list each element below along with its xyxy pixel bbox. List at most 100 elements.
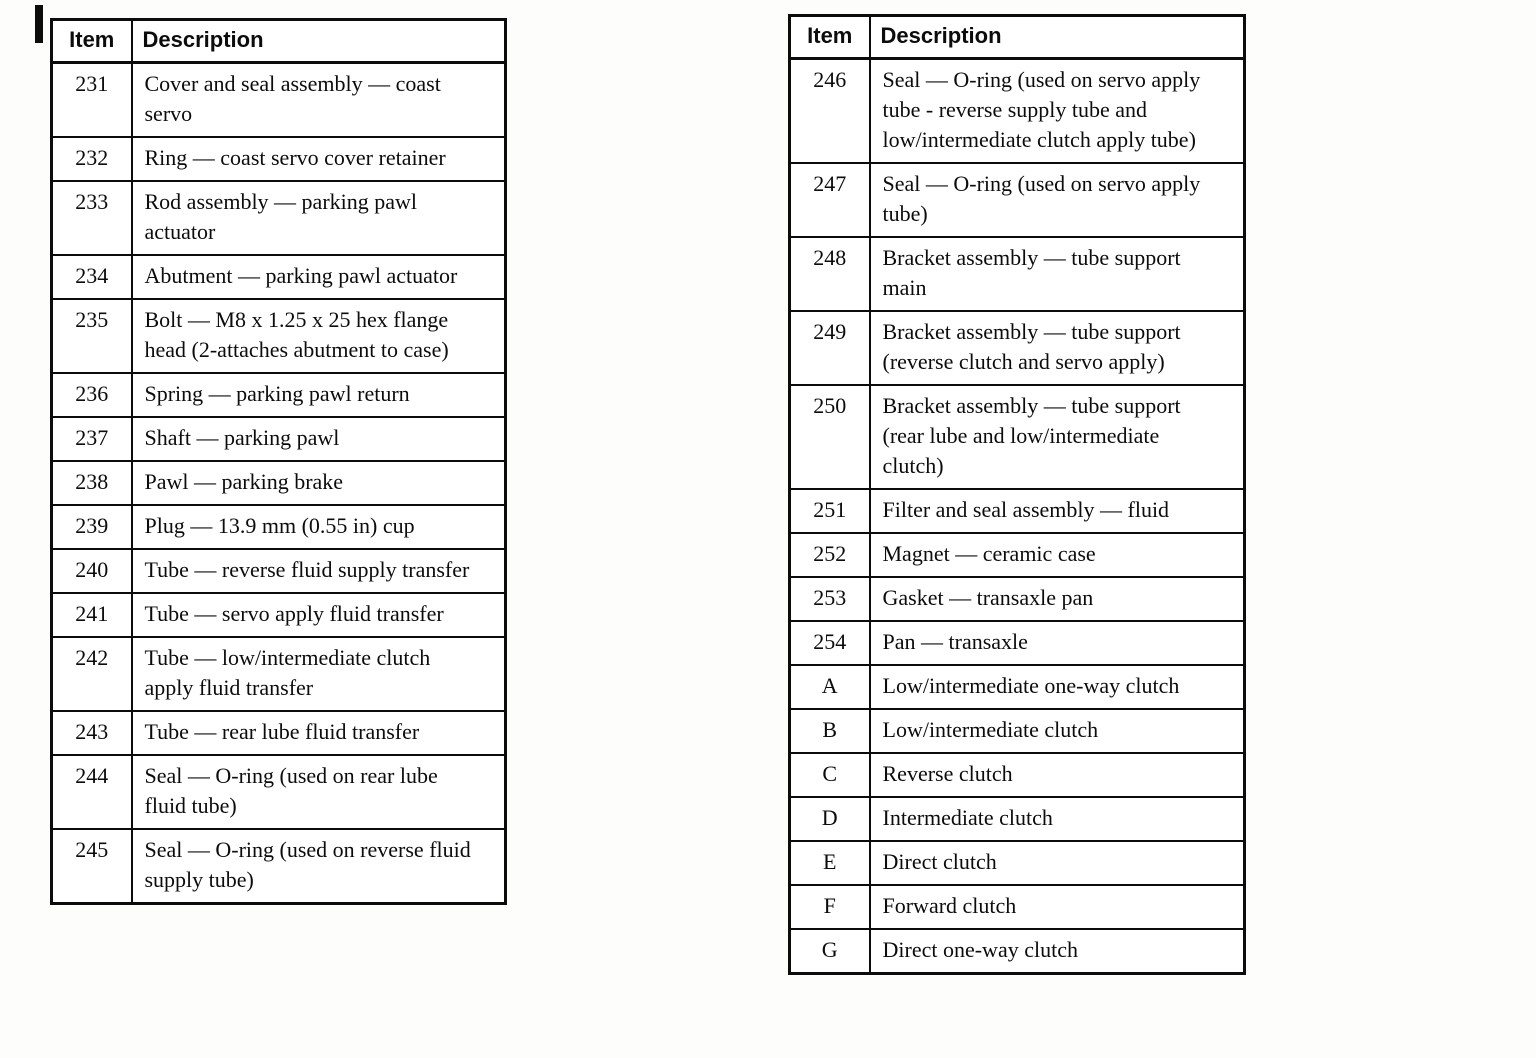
description-column-header: Description [868, 14, 1246, 60]
item-description: Pawl — parking brake [130, 460, 507, 506]
item-number: 244 [50, 754, 133, 830]
table-row: G Direct one-way clutch [788, 928, 1246, 975]
table-row: 252 Magnet — ceramic case [788, 532, 1246, 578]
item-description: Seal — O-ring (used on reverse fluid sup… [130, 828, 507, 905]
item-number: D [788, 796, 871, 842]
description-column-header: Description [130, 18, 507, 64]
table-row: 249 Bracket assembly — tube support (reve… [788, 310, 1246, 386]
item-description: Reverse clutch [868, 752, 1246, 798]
item-description: Bracket assembly — tube support main [868, 236, 1246, 312]
item-description: Direct clutch [868, 840, 1246, 886]
table-row: 253 Gasket — transaxle pan [788, 576, 1246, 622]
item-description: Seal — O-ring (used on servo apply tube) [868, 162, 1246, 238]
item-number: 242 [50, 636, 133, 712]
item-description: Bolt — M8 x 1.25 x 25 hex flange head (2… [130, 298, 507, 374]
item-number: 239 [50, 504, 133, 550]
item-description: Spring — parking pawl return [130, 372, 507, 418]
table-body: 246 Seal — O-ring (used on servo apply tu… [788, 57, 1246, 975]
table-row: 234 Abutment — parking pawl actuator [50, 254, 507, 300]
item-description: Cover and seal assembly — coast servo [130, 61, 507, 138]
item-number: 241 [50, 592, 133, 638]
table-row: 233 Rod assembly — parking pawl actuator [50, 180, 507, 256]
item-number: 254 [788, 620, 871, 666]
item-description: Bracket assembly — tube support (rear lu… [868, 384, 1246, 490]
item-number: 237 [50, 416, 133, 462]
item-description: Seal — O-ring (used on rear lube fluid t… [130, 754, 507, 830]
table-head: Item Description [788, 14, 1246, 60]
item-description: Magnet — ceramic case [868, 532, 1246, 578]
table-row: 244 Seal — O-ring (used on rear lube flui… [50, 754, 507, 830]
table-row: C Reverse clutch [788, 752, 1246, 798]
item-number: G [788, 928, 871, 975]
parts-table-left: Item Description 231 Cover and seal assem… [50, 18, 507, 905]
table-body: 231 Cover and seal assembly — coast servo… [50, 61, 507, 905]
item-description: Intermediate clutch [868, 796, 1246, 842]
item-description: Tube — reverse fluid supply transfer [130, 548, 507, 594]
table-row: 232 Ring — coast servo cover retainer [50, 136, 507, 182]
item-number: 247 [788, 162, 871, 238]
item-number: 233 [50, 180, 133, 256]
table-row: 250 Bracket assembly — tube support (rear… [788, 384, 1246, 490]
table-row: E Direct clutch [788, 840, 1246, 886]
item-description: Rod assembly — parking pawl actuator [130, 180, 507, 256]
item-description: Direct one-way clutch [868, 928, 1246, 975]
item-number: 240 [50, 548, 133, 594]
item-description: Forward clutch [868, 884, 1246, 930]
table-row: A Low/intermediate one-way clutch [788, 664, 1246, 710]
item-description: Abutment — parking pawl actuator [130, 254, 507, 300]
item-description: Ring — coast servo cover retainer [130, 136, 507, 182]
parts-table-right: Item Description 246 Seal — O-ring (used … [788, 14, 1246, 975]
table-row: 235 Bolt — M8 x 1.25 x 25 hex flange head… [50, 298, 507, 374]
item-description: Bracket assembly — tube support (reverse… [868, 310, 1246, 386]
item-description: Tube — low/intermediate clutch apply flu… [130, 636, 507, 712]
item-description: Tube — servo apply fluid transfer [130, 592, 507, 638]
item-description: Plug — 13.9 mm (0.55 in) cup [130, 504, 507, 550]
item-description: Low/intermediate one-way clutch [868, 664, 1246, 710]
table-row: 248 Bracket assembly — tube support main [788, 236, 1246, 312]
item-number: 245 [50, 828, 133, 905]
table-row: 246 Seal — O-ring (used on servo apply tu… [788, 57, 1246, 164]
item-number: C [788, 752, 871, 798]
item-description: Filter and seal assembly — fluid [868, 488, 1246, 534]
item-number: 248 [788, 236, 871, 312]
item-description: Low/intermediate clutch [868, 708, 1246, 754]
item-number: 231 [50, 61, 133, 138]
table-head: Item Description [50, 18, 507, 64]
table-row: F Forward clutch [788, 884, 1246, 930]
table-row: 251 Filter and seal assembly — fluid [788, 488, 1246, 534]
item-number: 252 [788, 532, 871, 578]
header-row: Item Description [50, 18, 507, 64]
table-row: 245 Seal — O-ring (used on reverse fluid … [50, 828, 507, 905]
item-description: Shaft — parking pawl [130, 416, 507, 462]
item-number: 236 [50, 372, 133, 418]
item-description: Pan — transaxle [868, 620, 1246, 666]
item-column-header: Item [50, 18, 133, 64]
item-description: Seal — O-ring (used on servo apply tube … [868, 57, 1246, 164]
table-row: B Low/intermediate clutch [788, 708, 1246, 754]
table-row: 247 Seal — O-ring (used on servo apply tu… [788, 162, 1246, 238]
table-row: 242 Tube — low/intermediate clutch apply … [50, 636, 507, 712]
table-row: 240 Tube — reverse fluid supply transfer [50, 548, 507, 594]
item-number: 250 [788, 384, 871, 490]
item-number: E [788, 840, 871, 886]
item-number: F [788, 884, 871, 930]
table-row: 243 Tube — rear lube fluid transfer [50, 710, 507, 756]
scan-smudge [35, 5, 43, 43]
item-description: Gasket — transaxle pan [868, 576, 1246, 622]
table-row: 241 Tube — servo apply fluid transfer [50, 592, 507, 638]
item-number: A [788, 664, 871, 710]
item-number: 238 [50, 460, 133, 506]
table-row: D Intermediate clutch [788, 796, 1246, 842]
item-number: 232 [50, 136, 133, 182]
item-number: B [788, 708, 871, 754]
item-number: 235 [50, 298, 133, 374]
table-row: 239 Plug — 13.9 mm (0.55 in) cup [50, 504, 507, 550]
table-row: 237 Shaft — parking pawl [50, 416, 507, 462]
item-column-header: Item [788, 14, 871, 60]
item-number: 251 [788, 488, 871, 534]
header-row: Item Description [788, 14, 1246, 60]
table-row: 231 Cover and seal assembly — coast servo [50, 61, 507, 138]
item-description: Tube — rear lube fluid transfer [130, 710, 507, 756]
table-row: 238 Pawl — parking brake [50, 460, 507, 506]
